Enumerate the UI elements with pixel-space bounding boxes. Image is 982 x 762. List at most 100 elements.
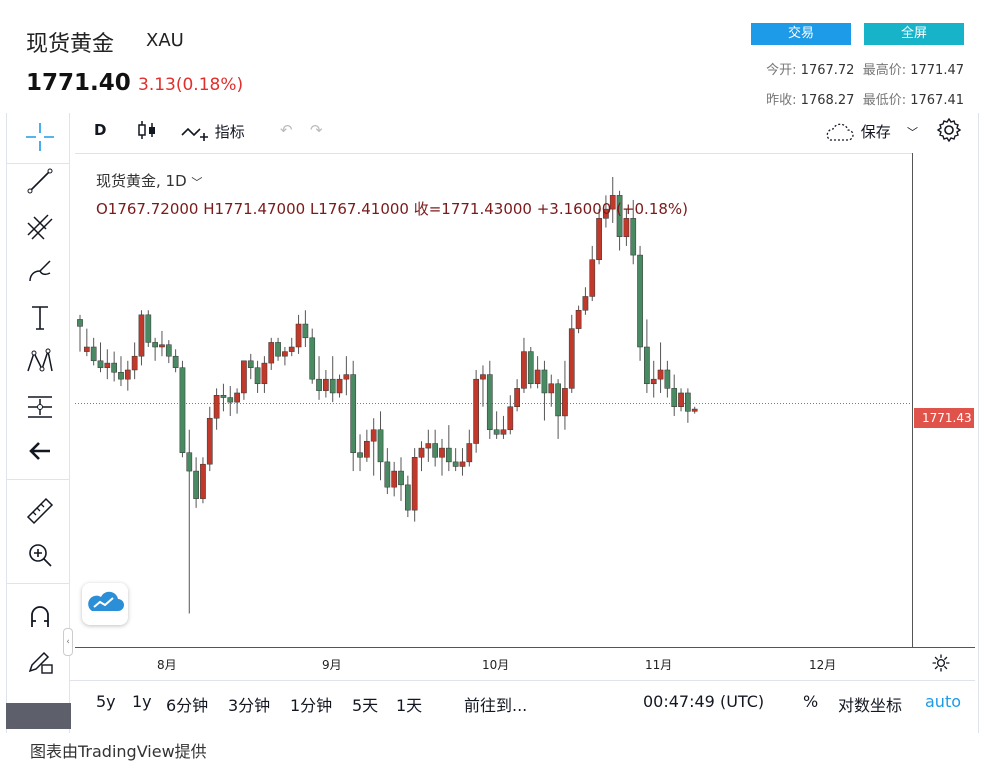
legend-title: 现货黄金, 1D — [96, 172, 187, 190]
text-tool-icon[interactable] — [24, 301, 56, 333]
chart-area[interactable] — [75, 153, 912, 647]
range-6min[interactable]: 6分钟 — [166, 696, 209, 715]
candle — [282, 347, 288, 366]
candle — [541, 360, 548, 421]
back-arrow-icon[interactable] — [24, 435, 56, 467]
candle — [678, 388, 684, 412]
candle — [404, 475, 411, 518]
low-value: 1767.41 — [910, 93, 964, 108]
candle — [391, 461, 398, 497]
open-label: 今开: — [766, 63, 797, 78]
candle — [200, 457, 206, 504]
candle — [261, 356, 268, 393]
candle — [104, 349, 111, 380]
crosshair-icon[interactable] — [24, 121, 56, 153]
candle — [473, 369, 479, 453]
candle — [83, 328, 90, 357]
ruler-icon[interactable] — [24, 495, 56, 527]
range-1min[interactable]: 1分钟 — [290, 696, 333, 715]
collapse-toolbar-chevron-icon[interactable]: ‹ — [63, 628, 73, 656]
candle — [97, 342, 104, 373]
candle — [336, 374, 343, 398]
cloud-icon — [826, 123, 854, 141]
candle — [466, 429, 473, 467]
candle — [562, 360, 568, 430]
range-5d[interactable]: 5天 — [352, 696, 379, 715]
tradingview-logo[interactable] — [82, 583, 128, 625]
indicators-button[interactable]: 指标 — [180, 121, 245, 143]
candle — [275, 337, 281, 361]
interval-button[interactable]: D — [94, 121, 107, 139]
candle — [384, 448, 391, 495]
settings-gear-icon[interactable] — [936, 117, 962, 147]
percent-toggle[interactable]: % — [803, 692, 819, 711]
last-price: 1771.40 — [26, 70, 131, 96]
low-label: 最低价: — [862, 93, 907, 108]
candle — [609, 176, 616, 223]
log-scale-toggle[interactable]: 对数坐标 — [838, 696, 903, 715]
chart-legend-title[interactable]: 现货黄金, 1D ﹀ — [96, 170, 202, 191]
fullscreen-button[interactable]: 全屏 — [864, 23, 964, 45]
candle — [213, 388, 220, 430]
auto-scale-toggle[interactable]: auto — [925, 692, 962, 711]
candle — [302, 310, 309, 348]
pattern-icon[interactable] — [24, 345, 56, 377]
undo-icon[interactable]: ↶ — [280, 121, 293, 139]
utc-time[interactable]: 00:47:49 (UTC) — [643, 692, 765, 711]
range-5y[interactable]: 5y — [96, 692, 116, 711]
candle — [241, 360, 247, 400]
time-axis[interactable] — [75, 647, 975, 679]
candle — [165, 340, 172, 364]
trend-line-icon[interactable] — [24, 165, 56, 197]
range-3min[interactable]: 3分钟 — [228, 696, 271, 715]
candle — [534, 356, 541, 389]
candle — [493, 411, 500, 439]
candle — [507, 395, 514, 435]
goto-date-button[interactable]: 前往到... — [464, 696, 528, 715]
candle-type-button[interactable] — [136, 118, 158, 146]
magnet-icon[interactable] — [24, 601, 56, 633]
range-1y[interactable]: 1y — [132, 692, 152, 711]
candle — [575, 305, 582, 334]
trade-button[interactable]: 交易 — [751, 23, 851, 45]
candle — [364, 429, 370, 462]
fib-fork-icon[interactable] — [24, 211, 56, 243]
candle — [152, 337, 158, 361]
candle — [691, 406, 698, 414]
candle — [77, 314, 83, 352]
price-axis[interactable] — [912, 153, 975, 647]
candle — [637, 245, 643, 361]
candle — [398, 457, 404, 501]
save-dropdown-chevron-icon[interactable]: ﹀ — [907, 126, 918, 139]
tradingview-credit[interactable]: 图表由TradingView提供 — [30, 742, 207, 761]
candle — [377, 411, 384, 481]
save-button[interactable]: 保存 — [822, 121, 891, 143]
candle — [685, 388, 691, 423]
price-change: 3.13(0.18%) — [138, 75, 244, 95]
stats-row-2: 昨收: 1768.27 最低价: 1767.41 — [766, 89, 964, 108]
redo-icon[interactable]: ↷ — [310, 121, 323, 139]
hide-tools-tab[interactable] — [6, 703, 71, 729]
candle — [131, 342, 138, 380]
axis-settings-gear-icon[interactable] — [930, 652, 952, 674]
candle — [514, 379, 520, 412]
candle — [630, 199, 637, 265]
candle — [193, 457, 199, 508]
prev-close-label: 昨收: — [766, 93, 797, 108]
candle — [644, 319, 650, 393]
lock-pencil-icon[interactable] — [24, 645, 56, 677]
candle — [159, 330, 165, 357]
candle — [411, 448, 418, 522]
zoom-in-icon[interactable] — [24, 539, 56, 571]
indicators-label: 指标 — [214, 123, 245, 141]
measure-range-icon[interactable] — [24, 391, 56, 423]
candle — [439, 438, 445, 476]
drawing-toolbar — [6, 113, 70, 733]
candle — [664, 360, 671, 398]
range-1d[interactable]: 1天 — [396, 696, 423, 715]
candle — [486, 360, 493, 439]
candle — [343, 356, 350, 396]
candle — [418, 441, 425, 472]
candle — [548, 374, 555, 407]
brush-icon[interactable] — [24, 255, 56, 287]
